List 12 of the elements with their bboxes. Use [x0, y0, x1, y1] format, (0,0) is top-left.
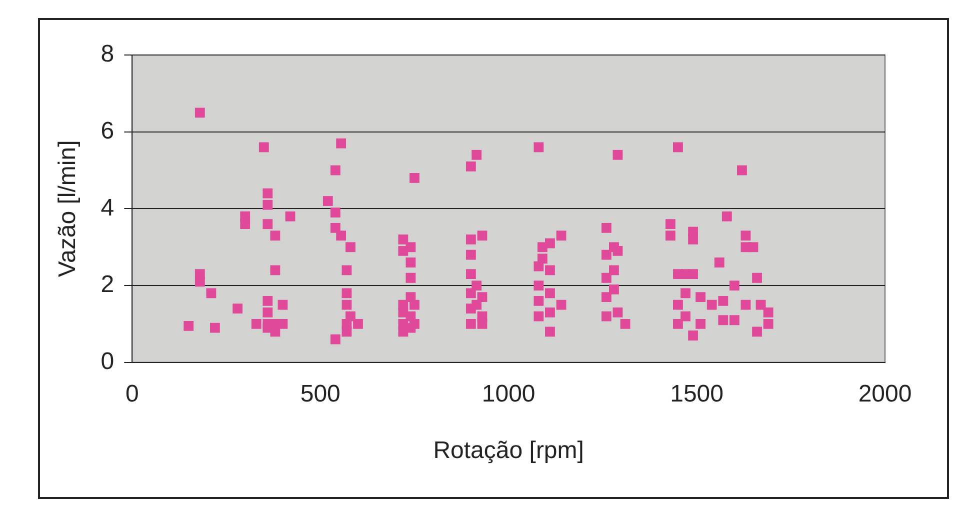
y-tick-label: 4 — [100, 194, 114, 222]
y-tick-label: 2 — [100, 271, 114, 298]
x-tick-label: 0 — [125, 380, 139, 408]
y-tick-label: 6 — [100, 117, 114, 144]
y-tick-label: 0 — [100, 348, 114, 376]
x-axis-title: Rotação [rpm] — [433, 437, 584, 464]
x-tick-label: 1500 — [670, 380, 724, 408]
x-tick-label: 1000 — [482, 380, 536, 408]
y-axis-title: Vazão [l/min] — [54, 140, 82, 278]
x-tick-label: 500 — [300, 380, 340, 408]
y-tick-label: 8 — [100, 40, 114, 68]
x-tick-label: 2000 — [858, 380, 912, 408]
